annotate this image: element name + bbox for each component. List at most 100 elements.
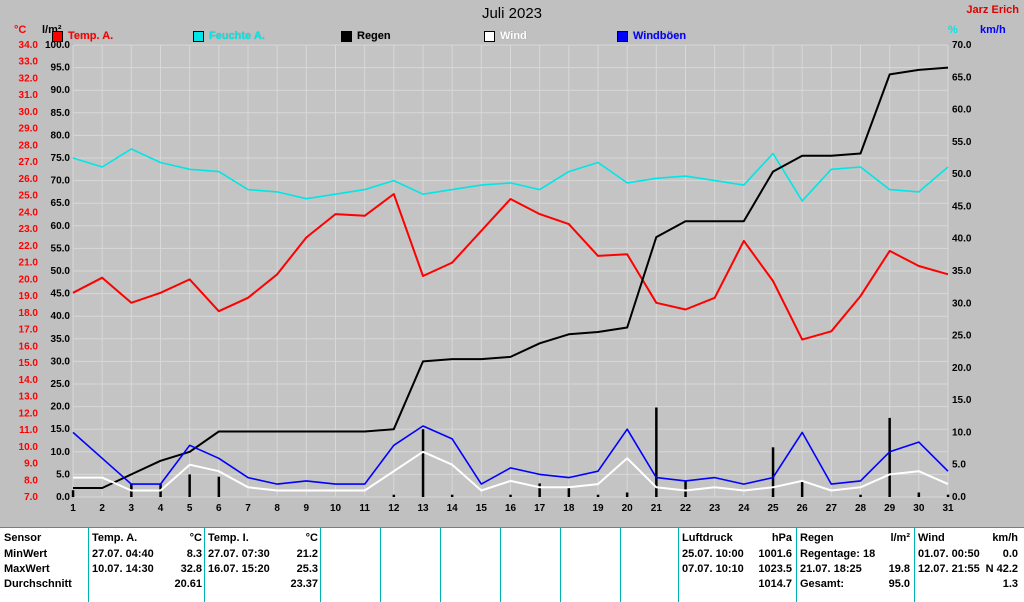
svg-text:50.0: 50.0 [952, 169, 972, 180]
min-row: 27.07. 07:30 21.2 [208, 548, 318, 560]
table-row-labels: Sensor MinWert MaxWert Durchschnitt [4, 528, 86, 602]
svg-text:12.0: 12.0 [19, 408, 39, 419]
table-separator [678, 528, 679, 602]
column-header: Temp. I. °C [208, 532, 318, 544]
sensor-name: Regen [800, 532, 834, 544]
min-value: 21.2 [296, 548, 318, 560]
max-date: 10.07. 14:30 [92, 563, 154, 575]
svg-text:60.0: 60.0 [952, 105, 972, 116]
table-col-temp-i: Temp. I. °C 27.07. 07:30 21.2 16.07. 15:20… [208, 528, 318, 602]
row-label-text: MinWert [4, 548, 48, 560]
svg-text:4: 4 [158, 503, 164, 514]
sensor-name: Temp. A. [92, 532, 138, 544]
table-separator [620, 528, 621, 602]
svg-text:29.0: 29.0 [19, 124, 39, 135]
avg-row: Gesamt: 95.0 [800, 578, 910, 590]
svg-text:25.0: 25.0 [19, 191, 39, 202]
svg-text:80.0: 80.0 [51, 130, 71, 141]
feuchte-a-swatch-icon [193, 30, 204, 42]
max-date: 07.07. 10:10 [682, 563, 744, 575]
svg-text:18: 18 [563, 503, 575, 514]
sensor-name: Wind [918, 532, 945, 544]
svg-text:70.0: 70.0 [51, 176, 71, 187]
table-col-luftdruck: Luftdruck hPa 25.07. 10:00 1001.6 07.07. 1… [682, 528, 792, 602]
svg-text:90.0: 90.0 [51, 85, 71, 96]
svg-text:33.0: 33.0 [19, 57, 39, 68]
row-label-text: Sensor [4, 532, 42, 544]
table-separator [380, 528, 381, 602]
svg-text:17.0: 17.0 [19, 325, 39, 336]
svg-text:10: 10 [330, 503, 342, 514]
svg-text:15: 15 [476, 503, 488, 514]
svg-text:24.0: 24.0 [19, 207, 39, 218]
max-value: 25.3 [296, 563, 318, 575]
svg-text:19.0: 19.0 [19, 291, 39, 302]
svg-text:2: 2 [99, 503, 105, 514]
avg-row: 20.61 [92, 578, 202, 590]
svg-text:16: 16 [505, 503, 517, 514]
svg-text:25: 25 [767, 503, 779, 514]
avg-row: 1.3 [918, 578, 1018, 590]
svg-text:30: 30 [913, 503, 925, 514]
min-row: 01.07. 00:50 0.0 [918, 548, 1018, 560]
svg-text:21.0: 21.0 [19, 258, 39, 269]
temp-a-swatch-icon [52, 30, 63, 42]
svg-text:14: 14 [447, 503, 459, 514]
table-separator [914, 528, 915, 602]
wind-swatch-icon [484, 30, 495, 42]
svg-text:18.0: 18.0 [19, 308, 39, 319]
avg-label: Gesamt: [800, 578, 845, 590]
svg-text:0.0: 0.0 [952, 492, 966, 503]
page-title: Juli 2023 [481, 5, 543, 22]
svg-text:20.0: 20.0 [952, 363, 972, 374]
svg-text:9.0: 9.0 [24, 459, 38, 470]
row-label-minwert: MinWert [4, 548, 86, 560]
svg-text:28: 28 [855, 503, 867, 514]
svg-text:6: 6 [216, 503, 222, 514]
svg-text:65.0: 65.0 [952, 72, 972, 83]
min-date: 27.07. 04:40 [92, 548, 154, 560]
table-separator [796, 528, 797, 602]
max-date: 21.07. 18:25 [800, 563, 862, 575]
min-date: 01.07. 00:50 [918, 548, 980, 560]
row-label-text: MaxWert [4, 563, 50, 575]
svg-text:22: 22 [680, 503, 692, 514]
legend-item-temp-a: Temp. A. [52, 29, 113, 43]
svg-text:3: 3 [129, 503, 135, 514]
legend-item-feuchte-a: Feuchte A. [193, 29, 265, 43]
table-separator [560, 528, 561, 602]
max-row: 16.07. 15:20 25.3 [208, 563, 318, 575]
svg-text:65.0: 65.0 [51, 198, 71, 209]
svg-text:5.0: 5.0 [952, 460, 966, 471]
sensor-unit: l/m² [890, 532, 910, 544]
max-value: 32.8 [180, 563, 202, 575]
min-date: Regentage: 18 [800, 548, 876, 560]
svg-text:10.0: 10.0 [952, 427, 972, 438]
svg-text:14.0: 14.0 [19, 375, 39, 386]
avg-value: 1.3 [1002, 578, 1018, 590]
svg-text:20.0: 20.0 [51, 402, 71, 413]
svg-text:23.0: 23.0 [19, 224, 39, 235]
svg-text:13: 13 [417, 503, 429, 514]
svg-text:10.0: 10.0 [51, 447, 71, 458]
svg-text:30.0: 30.0 [952, 298, 972, 309]
svg-text:7.0: 7.0 [24, 492, 38, 503]
avg-value: 23.37 [290, 578, 318, 590]
min-value: 8.3 [186, 548, 202, 560]
min-value: 0.0 [1002, 548, 1018, 560]
svg-text:15.0: 15.0 [952, 395, 972, 406]
min-row: Regentage: 18 [800, 548, 910, 560]
svg-text:12: 12 [388, 503, 400, 514]
svg-text:40.0: 40.0 [51, 311, 71, 322]
svg-text:85.0: 85.0 [51, 108, 71, 119]
max-row: 07.07. 10:10 1023.5 [682, 563, 792, 575]
max-value: N 42.2 [985, 563, 1018, 575]
column-header: Wind km/h [918, 532, 1018, 544]
svg-text:9: 9 [304, 503, 310, 514]
svg-text:15.0: 15.0 [19, 358, 39, 369]
statistics-table: Sensor MinWert MaxWert Durchschnitt Temp… [0, 527, 1024, 602]
avg-value: 20.61 [174, 578, 202, 590]
max-value: 1023.5 [758, 563, 792, 575]
sensor-unit: °C [189, 532, 202, 544]
